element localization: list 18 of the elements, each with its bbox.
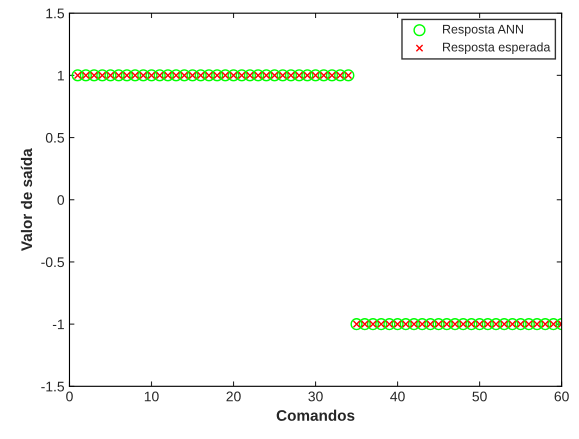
y-axis-title: Valor de saída (20, 148, 32, 252)
x-tick-label: 60 (554, 392, 569, 402)
x-tick-label: 50 (472, 392, 487, 402)
x-tick-label: 0 (66, 392, 73, 402)
y-tick-label: 1.5 (46, 8, 64, 18)
y-tick-label: 0 (57, 195, 64, 205)
y-tick-label: -1.5 (41, 382, 64, 392)
y-tick-label: 1 (58, 70, 64, 80)
x-tick-label: 20 (226, 392, 241, 402)
x-axis-title: Comandos (276, 410, 354, 421)
legend-label: Resposta esperada (443, 42, 550, 54)
x-tick-label: 40 (390, 392, 405, 402)
x-tick-label: 30 (308, 392, 323, 402)
y-tick-label: -0.5 (41, 257, 64, 268)
y-tick-label: -1 (52, 320, 64, 330)
y-tick-label: 0.5 (46, 132, 64, 143)
legend-label: Resposta ANN (443, 24, 523, 36)
x-tick-label: 10 (144, 392, 159, 402)
